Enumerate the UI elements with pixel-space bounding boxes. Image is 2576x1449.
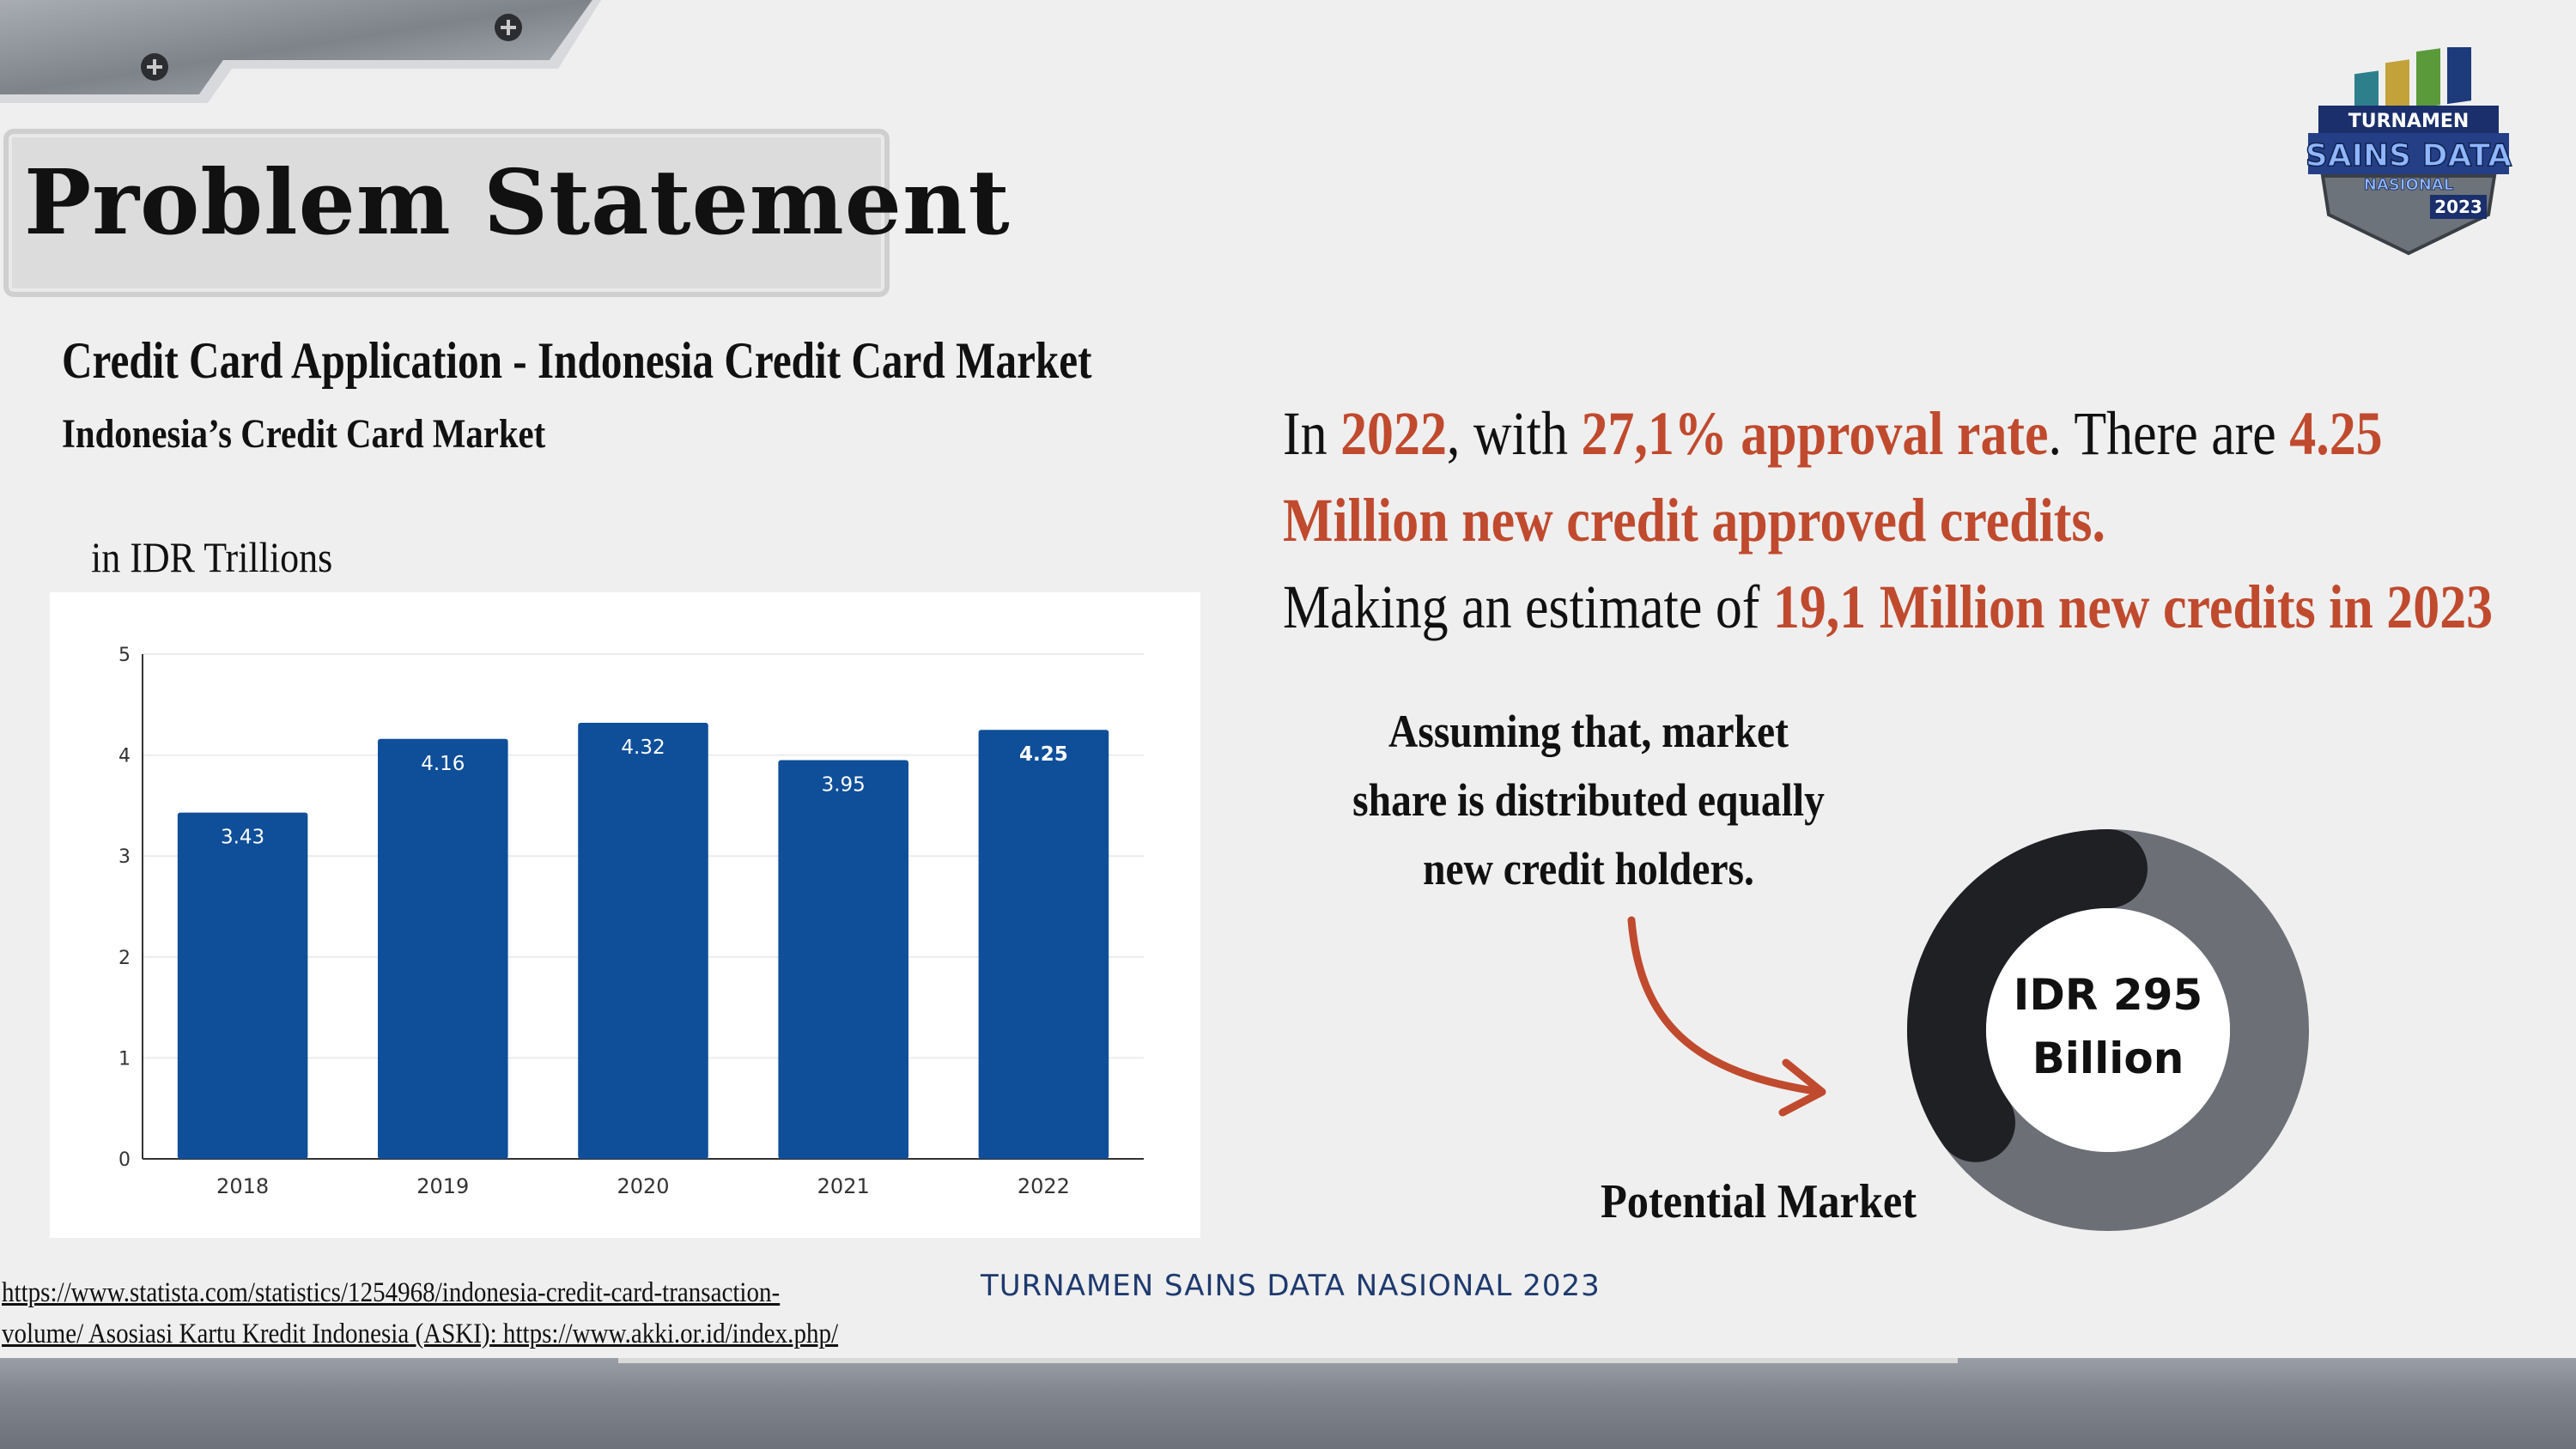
statement-part: Making an estimate of: [1283, 573, 1773, 641]
bar: [778, 760, 908, 1159]
x-tick-label: 2022: [1018, 1174, 1070, 1198]
y-tick-label: 5: [118, 645, 131, 666]
y-tick-label: 4: [118, 746, 131, 767]
bar-data-label: 3.95: [822, 773, 866, 796]
title-box: Problem Statement: [3, 129, 1010, 297]
statement-new-approved-cont: Million new credit approved credits.: [1283, 486, 2106, 555]
donut-segment-dark: [1907, 829, 2148, 1162]
assumption-line: Assuming that, market: [1388, 706, 1789, 757]
bar-data-label: 4.25: [1019, 743, 1068, 766]
logo-line2: SAINS DATA: [2306, 138, 2512, 173]
statement-estimate: 19,1 Million new credits in 2023: [1772, 573, 2494, 641]
bottom-divider: [618, 1358, 1958, 1363]
donut-unit: Billion: [2032, 1034, 2184, 1083]
curved-arrow-icon: [1627, 916, 1826, 1117]
y-tick-label: 0: [118, 1149, 131, 1171]
section-subheading: Indonesia’s Credit Card Market: [62, 411, 546, 457]
screw-icon: [141, 53, 168, 81]
assumption-line: share is distributed equally: [1352, 774, 1825, 826]
x-tick-label: 2018: [216, 1174, 269, 1198]
chart-unit-label: in IDR Trillions: [91, 533, 333, 581]
statement-year: 2022: [1340, 399, 1447, 468]
bar-chart: 0 1 2 3 4 5 3.43 2018 4.16 2019 4.32 2020 3.95 2021 4.…: [118, 645, 1144, 1198]
x-tick-label: 2019: [416, 1174, 469, 1198]
donut-caption: Potential Market: [1601, 1175, 1917, 1228]
statement-approval-rate: 27,1% approval rate: [1581, 399, 2049, 468]
donut-value: IDR 295: [2013, 970, 2203, 1020]
donut-chart: [1907, 829, 2309, 1231]
donut-center-label: IDR 295 Billion: [1979, 963, 2237, 1090]
bar: [578, 722, 708, 1159]
tournament-logo: TURNAMEN SAINS DATA NASIONAL 2023: [2305, 47, 2512, 256]
statement-part: . There are: [2048, 399, 2290, 468]
footer-label: TURNAMEN SAINS DATA NASIONAL 2023: [981, 1269, 1601, 1303]
source-links[interactable]: https://www.statista.com/statistics/1254…: [2, 1272, 838, 1355]
source-link-line[interactable]: volume/ Asosiasi Kartu Kredit Indonesia …: [2, 1319, 839, 1349]
logo-line3: NASIONAL: [2364, 176, 2453, 194]
y-tick-label: 2: [118, 948, 131, 969]
statement-text: In 2022, with 27,1% approval rate. There…: [1283, 391, 2493, 651]
x-tick-label: 2020: [617, 1174, 669, 1198]
y-tick-label: 1: [118, 1048, 131, 1070]
page-title: Problem Statement: [24, 149, 1011, 255]
bar: [978, 730, 1109, 1159]
metal-plate-decoration: [0, 0, 601, 103]
bar-data-label: 4.32: [621, 737, 665, 759]
source-link-line[interactable]: https://www.statista.com/statistics/1254…: [2, 1277, 781, 1308]
statement-part: In: [1283, 399, 1341, 468]
assumption-text: Assuming that, market share is distribut…: [1288, 697, 1889, 903]
chart-card: 0 1 2 3 4 5 3.43 2018 4.16 2019 4.32 2020 3.95 2021 4.…: [50, 592, 1200, 1238]
logo-line1: TURNAMEN: [2348, 111, 2470, 132]
statement-new-approved: 4.25: [2289, 399, 2383, 468]
bar: [378, 738, 508, 1159]
statement-part: , with: [1446, 399, 1582, 468]
bar: [177, 812, 308, 1159]
section-heading: Credit Card Application - Indonesia Cred…: [62, 332, 1092, 389]
y-tick-label: 3: [118, 846, 131, 868]
logo-year: 2023: [2434, 197, 2482, 217]
assumption-line: new credit holders.: [1423, 843, 1754, 894]
bottom-metal-bar: [0, 1358, 2576, 1449]
bar-data-label: 3.43: [221, 827, 264, 849]
bar-data-label: 4.16: [421, 753, 465, 775]
x-tick-label: 2021: [817, 1174, 870, 1198]
screw-icon: [495, 14, 522, 41]
